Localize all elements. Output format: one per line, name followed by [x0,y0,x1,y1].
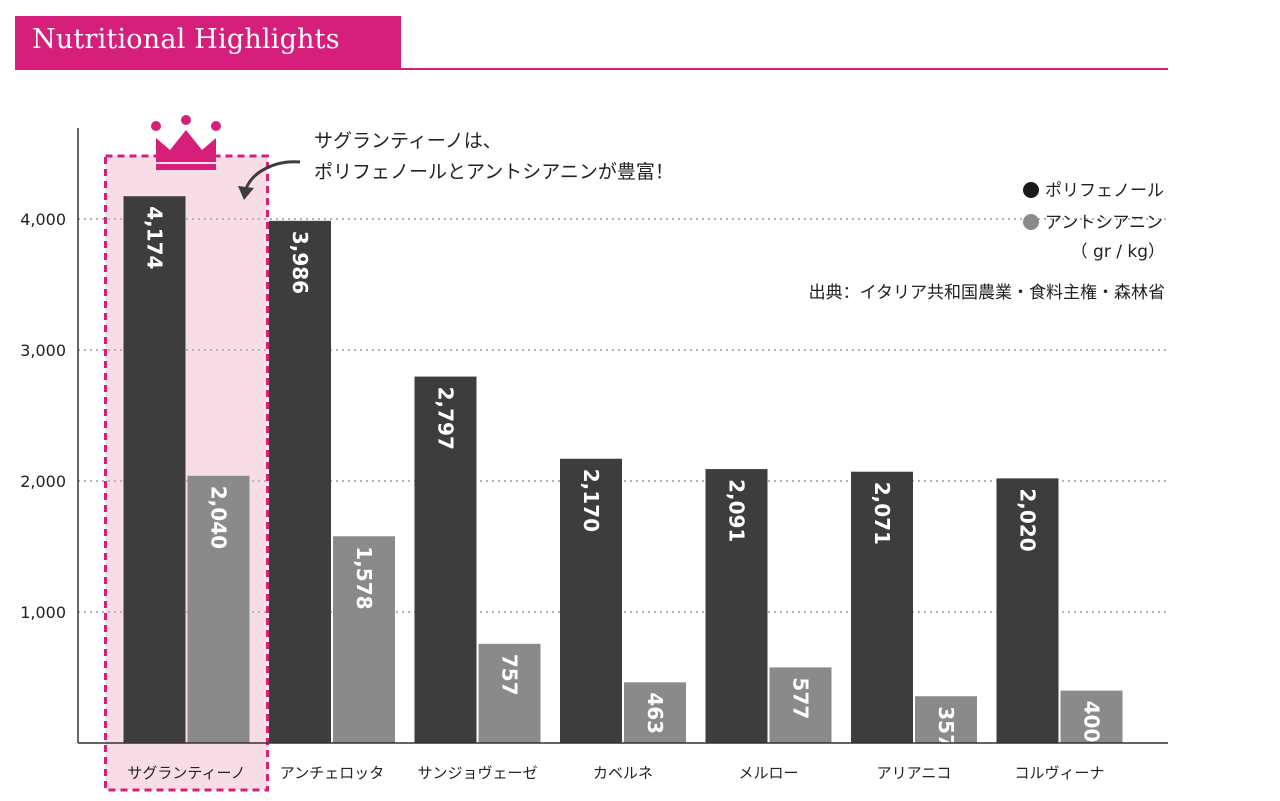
callout-line-1: サグランティーノは、 [314,130,502,152]
crown-icon [151,115,221,170]
page-title: Nutritional Highlights [32,24,340,55]
bar-value-label: 357 [934,706,958,748]
bar-value-label: 2,797 [434,387,458,450]
bar-value-label: 2,071 [870,482,894,545]
bar-anthocyanin [915,696,977,743]
bar-value-label: 757 [498,654,522,696]
curved-arrow-icon [238,160,301,200]
bar-anthocyanin [187,475,250,743]
x-category-label: サグランティーノ [127,764,245,782]
bar-value-label: 463 [643,692,667,734]
bar-anthocyanin [478,643,541,743]
bar-anthocyanin [624,682,686,743]
y-tick-label: 2,000 [20,472,66,491]
x-category-label: アリアニコ [877,764,952,782]
bar-value-label: 4,174 [143,206,167,269]
bar-value-label: 2,170 [579,469,603,532]
bar-value-label: 3,986 [288,231,312,294]
bar-value-label: 400 [1080,701,1104,743]
title-banner [15,16,401,69]
bar-polyphenol [123,196,186,743]
callout-line-2: ポリフェノールとアントシアニンが豊富！ [314,161,674,183]
x-category-label: アンチェロッタ [280,764,384,782]
y-tick-label: 4,000 [20,210,66,229]
legend-label-polyphenol: ポリフェノール [1045,181,1164,201]
source-note: 出典：イタリア共和国農業・食料主権・森林省 [809,283,1165,303]
bar-value-label: 1,578 [352,546,376,609]
bar-value-label: 577 [789,677,813,719]
legend-label-anthocyanin: アントシアニン [1045,213,1163,233]
bar-polyphenol [269,220,331,744]
legend-swatch-polyphenol [1023,182,1039,198]
bar-anthocyanin [769,667,832,743]
bar-polyphenol [705,469,768,743]
bar-anthocyanin [1060,690,1123,743]
bar-value-label: 2,040 [207,486,231,549]
y-tick-label: 3,000 [20,341,66,360]
x-category-label: コルヴィーナ [1014,764,1104,782]
bar-value-label: 2,020 [1016,488,1040,551]
bar-polyphenol [414,376,477,743]
x-category-label: メルロー [738,764,798,782]
bar-polyphenol [851,471,913,743]
bar-polyphenol [996,478,1059,743]
bar-polyphenol [560,458,622,743]
unit-label: （ gr / kg） [1071,242,1165,262]
bar-value-label: 2,091 [725,479,749,542]
bar-anthocyanin [333,536,395,743]
title-underline [15,68,1168,70]
legend-swatch-anthocyanin [1023,214,1039,230]
y-tick-label: 1,000 [20,603,66,622]
x-category-label: カベルネ [593,764,653,782]
x-category-label: サンジョヴェーゼ [417,764,537,782]
